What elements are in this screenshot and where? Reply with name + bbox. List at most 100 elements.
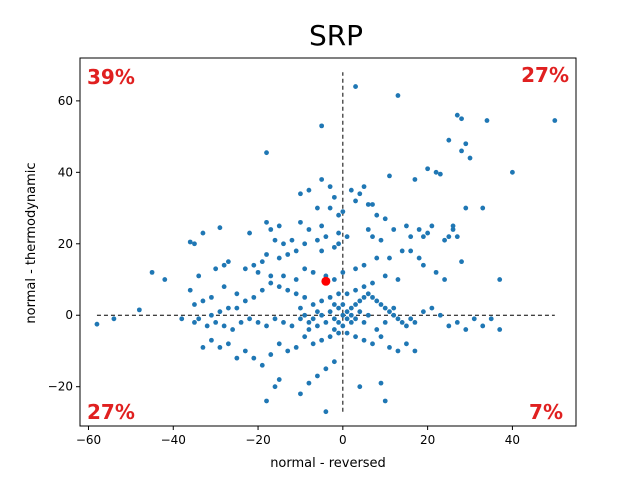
data-point: [268, 273, 274, 279]
data-point: [429, 305, 435, 311]
data-point: [357, 309, 363, 315]
data-point: [200, 230, 206, 236]
data-point: [382, 273, 388, 279]
data-point: [225, 341, 231, 347]
data-point: [395, 316, 401, 322]
data-point: [209, 312, 214, 318]
data-point: [459, 148, 464, 154]
data-point: [298, 219, 303, 225]
data-point: [264, 219, 269, 225]
data-point: [348, 312, 354, 318]
data-point: [374, 212, 380, 218]
data-point: [446, 137, 452, 143]
data-point: [302, 334, 308, 340]
data-point: [353, 84, 358, 89]
data-point: [420, 309, 426, 315]
data-point: [454, 234, 460, 240]
quadrant-label-top-left: 39%: [87, 65, 135, 89]
y-tick-label: 40: [58, 165, 73, 179]
data-point: [302, 294, 308, 300]
data-point: [340, 312, 346, 318]
data-point: [361, 294, 367, 300]
data-point: [285, 348, 291, 354]
data-point: [391, 305, 397, 311]
data-point: [310, 269, 316, 275]
data-point: [344, 309, 350, 315]
data-point: [327, 205, 333, 211]
data-point: [408, 234, 414, 240]
data-point: [319, 123, 325, 129]
x-tick-label: 40: [505, 433, 520, 447]
data-point: [370, 341, 375, 347]
data-point: [293, 291, 299, 297]
data-point: [387, 173, 392, 179]
data-point: [293, 344, 299, 350]
data-point: [420, 262, 426, 268]
y-tick-label: 60: [58, 94, 73, 108]
data-point: [404, 323, 409, 329]
data-point: [251, 262, 257, 268]
data-point: [370, 280, 375, 286]
data-point: [242, 266, 248, 272]
quadrant-label-top-right: 27%: [521, 63, 569, 87]
data-point: [247, 230, 252, 236]
data-point: [374, 327, 380, 332]
data-point: [251, 355, 257, 361]
data-point: [251, 294, 257, 300]
data-point: [281, 273, 286, 279]
data-point: [382, 216, 388, 222]
data-point: [306, 380, 312, 386]
data-point: [416, 255, 422, 261]
data-point: [404, 341, 409, 347]
data-point: [433, 269, 439, 275]
data-point: [378, 302, 384, 307]
data-point: [192, 319, 197, 325]
data-point: [399, 248, 405, 254]
data-point: [437, 312, 443, 318]
data-point: [306, 227, 312, 232]
data-point: [255, 269, 261, 275]
data-point: [238, 319, 244, 325]
data-point: [348, 187, 354, 193]
data-point: [136, 307, 142, 313]
data-point: [365, 291, 371, 297]
y-tick-label: 20: [58, 237, 73, 251]
data-point: [200, 298, 206, 304]
data-point: [293, 277, 299, 282]
data-point: [217, 225, 223, 231]
data-point: [344, 291, 350, 297]
data-point: [293, 248, 299, 254]
data-point: [471, 316, 477, 322]
data-point: [387, 344, 392, 350]
data-point: [353, 266, 358, 272]
data-point: [289, 237, 295, 243]
x-axis-label: normal - reversed: [270, 456, 386, 471]
data-point: [192, 241, 197, 247]
data-point: [264, 398, 269, 404]
plot-frame: [79, 57, 577, 427]
data-point: [323, 366, 329, 372]
data-point: [344, 330, 350, 336]
data-point: [353, 302, 358, 307]
data-point: [179, 316, 185, 322]
data-point: [463, 205, 469, 211]
data-point: [340, 323, 346, 329]
data-point: [454, 319, 460, 325]
y-tick-label: −20: [48, 380, 73, 394]
data-point: [187, 239, 193, 245]
data-point: [387, 255, 392, 261]
data-point: [272, 384, 278, 390]
data-point: [259, 362, 265, 368]
data-point: [196, 273, 202, 279]
plot-area: −60 −40 −20 0 20 40 −20 0 20 40 60: [48, 57, 577, 447]
data-point: [340, 269, 346, 275]
data-point: [331, 316, 337, 322]
data-point: [442, 237, 447, 243]
data-point: [450, 227, 456, 232]
data-point: [281, 319, 286, 325]
data-point: [365, 227, 371, 232]
data-point: [348, 319, 354, 325]
data-point: [336, 291, 341, 297]
data-point: [340, 302, 346, 307]
data-point: [259, 259, 265, 265]
